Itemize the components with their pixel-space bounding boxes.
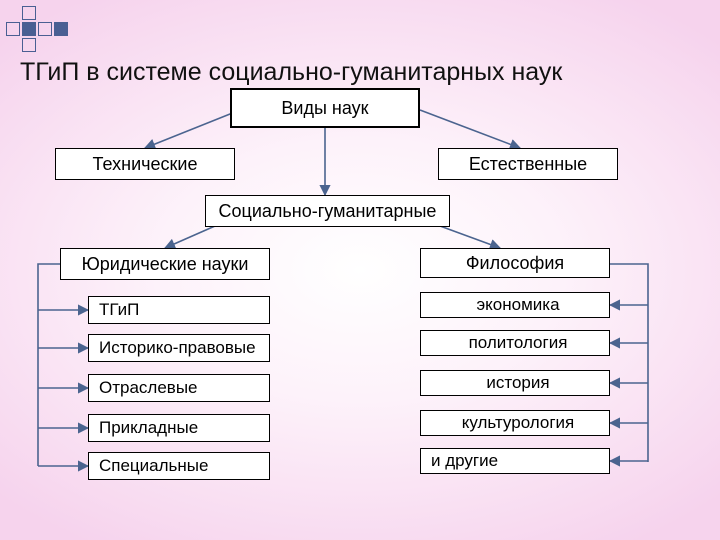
deco-square: [22, 38, 36, 52]
deco-square: [38, 22, 52, 36]
node-philosophy: Философия: [420, 248, 610, 278]
node-natural: Естественные: [438, 148, 618, 180]
deco-square: [54, 22, 68, 36]
deco-square: [22, 6, 36, 20]
node-sectoral: Отраслевые: [88, 374, 270, 402]
node-special: Специальные: [88, 452, 270, 480]
node-applied: Прикладные: [88, 414, 270, 442]
node-legal: Юридические науки: [60, 248, 270, 280]
deco-square: [54, 38, 68, 52]
node-others: и другие: [420, 448, 610, 474]
node-culture: культурология: [420, 410, 610, 436]
deco-square: [38, 6, 52, 20]
deco-square: [38, 38, 52, 52]
node-economics: экономика: [420, 292, 610, 318]
deco-square: [6, 38, 20, 52]
deco-square: [6, 6, 20, 20]
node-tgip: ТГиП: [88, 296, 270, 324]
node-root: Виды наук: [230, 88, 420, 128]
deco-square: [22, 22, 36, 36]
deco-square: [54, 6, 68, 20]
node-polit: политология: [420, 330, 610, 356]
deco-square: [70, 38, 84, 52]
deco-square: [6, 22, 20, 36]
node-history: история: [420, 370, 610, 396]
deco-square: [70, 22, 84, 36]
corner-decoration: [6, 6, 84, 52]
node-social: Социально-гуманитарные: [205, 195, 450, 227]
node-technical: Технические: [55, 148, 235, 180]
page-title: ТГиП в системе социально-гуманитарных на…: [20, 58, 710, 87]
node-historical: Историко-правовые: [88, 334, 270, 362]
deco-square: [70, 6, 84, 20]
